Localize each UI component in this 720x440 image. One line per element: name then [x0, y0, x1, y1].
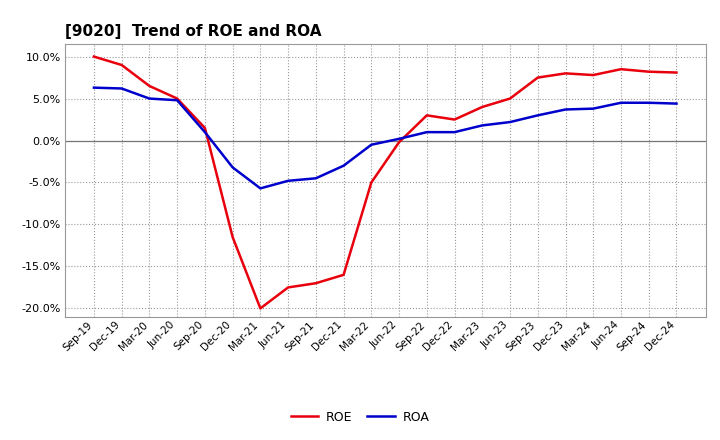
ROE: [89, 54, 98, 59]
ROA: [145, 96, 154, 101]
ROA: [589, 106, 598, 111]
Legend: ROE, ROA: ROE, ROA: [286, 407, 434, 429]
ROE: [478, 104, 487, 110]
ROA: [644, 100, 653, 106]
ROE: [284, 285, 292, 290]
ROA: [423, 129, 431, 135]
Text: [9020]  Trend of ROE and ROA: [9020] Trend of ROE and ROA: [65, 24, 321, 39]
ROE: [173, 96, 181, 101]
ROE: [644, 69, 653, 74]
ROA: [672, 101, 681, 106]
ROA: [339, 163, 348, 169]
Line: ROA: ROA: [94, 88, 677, 188]
ROE: [450, 117, 459, 122]
ROA: [89, 85, 98, 90]
ROA: [478, 123, 487, 128]
ROA: [312, 176, 320, 181]
Line: ROE: ROE: [94, 57, 677, 308]
ROA: [561, 107, 570, 112]
ROA: [117, 86, 126, 91]
ROE: [256, 306, 265, 311]
ROE: [616, 66, 625, 72]
ROE: [589, 73, 598, 78]
ROA: [395, 136, 403, 142]
ROE: [534, 75, 542, 80]
ROA: [256, 186, 265, 191]
ROE: [505, 96, 514, 101]
ROE: [228, 235, 237, 240]
ROE: [117, 62, 126, 68]
ROA: [505, 119, 514, 125]
ROA: [173, 98, 181, 103]
ROA: [367, 142, 376, 147]
ROA: [201, 129, 210, 135]
ROA: [228, 165, 237, 170]
ROA: [616, 100, 625, 106]
ROE: [145, 83, 154, 88]
ROA: [284, 178, 292, 183]
ROE: [672, 70, 681, 75]
ROA: [450, 129, 459, 135]
ROA: [534, 113, 542, 118]
ROE: [312, 281, 320, 286]
ROE: [367, 180, 376, 185]
ROE: [423, 113, 431, 118]
ROE: [339, 272, 348, 278]
ROE: [201, 125, 210, 131]
ROE: [561, 71, 570, 76]
ROE: [395, 139, 403, 145]
